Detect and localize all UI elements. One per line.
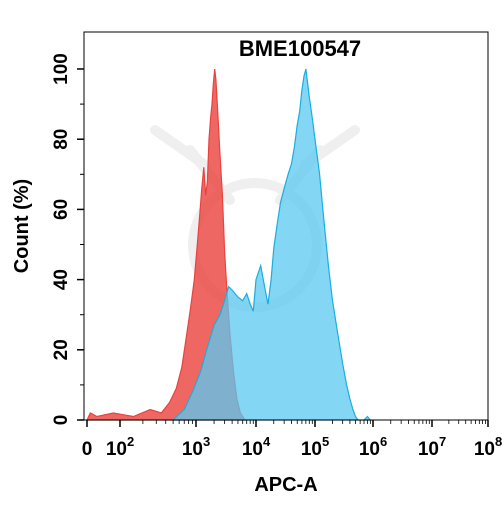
x-tick-label: 105 (301, 434, 329, 460)
y-tick-label: 20 (51, 339, 72, 360)
series-2-area (171, 68, 372, 421)
y-axis: 0 20 40 60 80 100 (51, 53, 84, 425)
y-tick-label: 60 (51, 199, 72, 220)
x-tick-label: 0 (82, 439, 93, 460)
y-tick-label: 0 (51, 415, 72, 426)
x-tick-label: 103 (182, 434, 210, 460)
y-tick-label: 100 (51, 53, 72, 85)
x-tick-label: 107 (418, 434, 446, 460)
plot-frame (83, 31, 489, 421)
y-tick-label: 80 (51, 129, 72, 150)
x-tick-label: 108 (474, 434, 502, 460)
series-layer (86, 68, 372, 421)
x-tick-label: 104 (242, 434, 271, 460)
x-tick-label: 106 (359, 434, 387, 460)
x-tick-label: 102 (106, 434, 134, 460)
x-axis: 0 102 103 104 105 106 107 108 (82, 420, 502, 460)
y-axis-label: Count (%) (11, 179, 33, 273)
x-axis-label: APC-A (254, 474, 317, 496)
chart-title: BME100547 (239, 36, 361, 61)
y-tick-label: 40 (51, 269, 72, 290)
